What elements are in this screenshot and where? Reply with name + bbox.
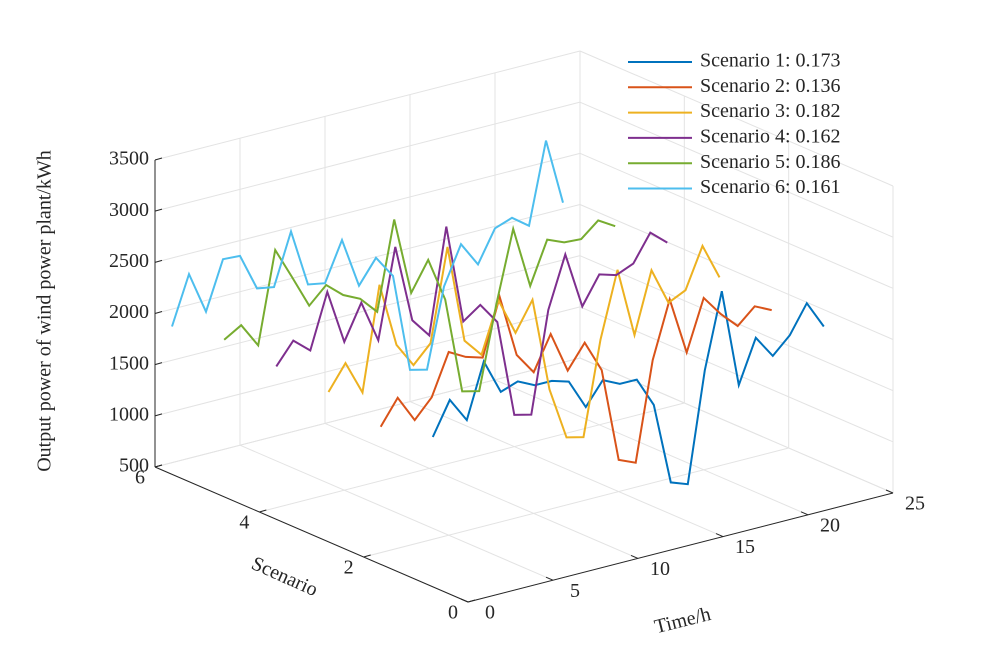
z-axis-label: Output power of wind power plant/kWh (34, 150, 56, 472)
legend-label: Scenario 1: 0.173 (700, 50, 841, 72)
grid-line (154, 50, 581, 161)
z-tick (154, 208, 163, 212)
x-tick (460, 598, 469, 603)
x-tick-label: 10 (650, 558, 670, 580)
grid-line (259, 402, 685, 513)
z-tick (154, 259, 163, 263)
x-tick-label: 20 (820, 514, 840, 536)
grid-line (324, 422, 639, 559)
z-tick-label: 1500 (109, 352, 149, 374)
grid-line (579, 101, 894, 238)
data-line (171, 140, 564, 371)
z-tick (154, 413, 163, 417)
y-tick-label: 4 (239, 512, 249, 534)
grid-line (409, 401, 724, 538)
legend-label: Scenario 5: 0.186 (700, 151, 841, 173)
data-line (379, 293, 772, 464)
x-axis-label: Time/h (652, 603, 713, 638)
x-tick (715, 533, 724, 538)
y-tick-label: 0 (448, 602, 458, 624)
grid-line (154, 101, 581, 212)
grid-line (154, 255, 581, 366)
x-tick-label: 15 (735, 536, 755, 558)
grid-line (494, 379, 809, 516)
legend-label: Scenario 4: 0.162 (700, 125, 841, 147)
grid-line (154, 152, 581, 263)
z-tick-label: 1000 (109, 403, 149, 425)
x-tick-label: 0 (485, 602, 495, 624)
x-tick (800, 511, 809, 516)
z-tick-label: 500 (119, 455, 149, 477)
legend-label: Scenario 3: 0.182 (700, 100, 841, 122)
data-line (327, 243, 721, 439)
grid-line (579, 357, 894, 494)
z-tick-label: 2000 (109, 301, 149, 323)
grid-line (579, 255, 894, 392)
z-tick (154, 362, 163, 366)
y-axis-label: Scenario (248, 552, 321, 601)
z-tick-label: 3000 (109, 199, 149, 221)
y-tick (154, 464, 163, 468)
x-tick (630, 554, 639, 559)
data-line (223, 219, 616, 393)
y-tick-label: 6 (135, 467, 145, 489)
legend-label: Scenario 6: 0.161 (700, 176, 841, 198)
y-axis (154, 466, 469, 603)
y-tick (363, 554, 371, 558)
x-tick (545, 576, 554, 581)
grid-line (154, 357, 581, 468)
x-axis (467, 492, 894, 603)
x-tick-label: 25 (905, 493, 925, 515)
z-tick (154, 157, 163, 161)
grid-line (579, 152, 894, 289)
z-tick-label: 3500 (109, 148, 149, 170)
y-tick-label: 2 (344, 557, 354, 579)
y-tick (467, 599, 476, 603)
grid-line (239, 444, 554, 581)
legend-label: Scenario 2: 0.136 (700, 75, 841, 97)
y-tick (259, 509, 267, 513)
z-tick (154, 311, 163, 314)
grid-line (154, 204, 581, 314)
grid-line (579, 50, 894, 187)
data-line (275, 226, 668, 416)
data-line (431, 290, 825, 486)
z-tick-label: 2500 (109, 250, 149, 272)
x-tick-label: 5 (570, 580, 580, 602)
grid-line (579, 204, 894, 340)
x-tick (885, 489, 894, 494)
grid-line (363, 447, 789, 558)
